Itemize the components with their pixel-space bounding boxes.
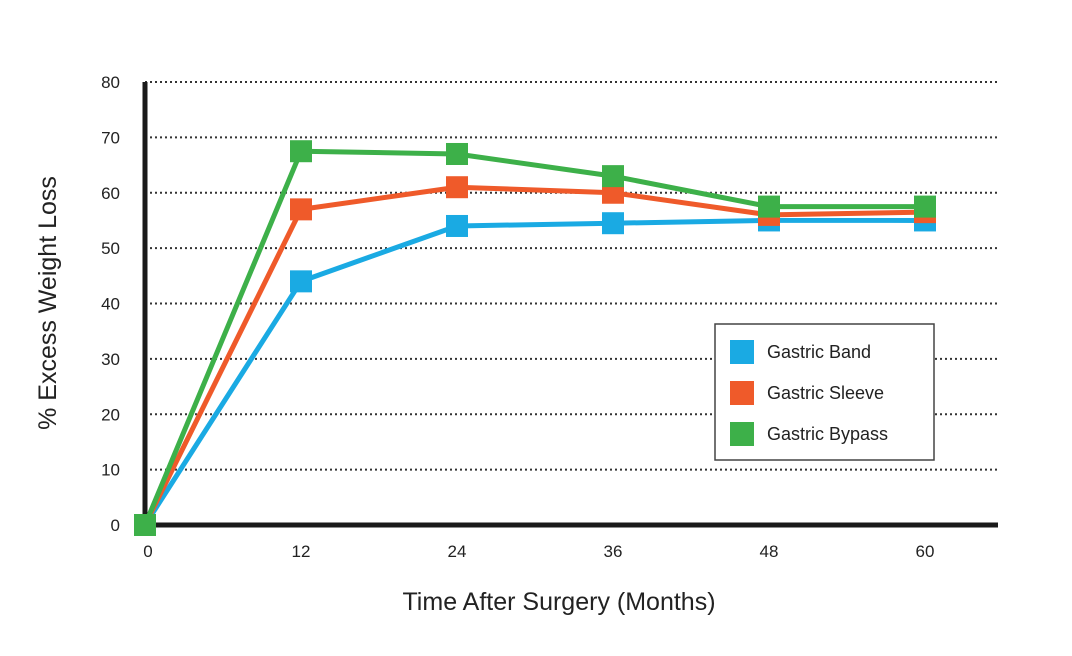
series-markers — [134, 140, 936, 536]
series-line-gastric-bypass — [142, 148, 925, 526]
point-gastric-sleeve — [446, 176, 468, 199]
point-gastric-bypass — [914, 195, 936, 218]
legend: Gastric Band Gastric Sleeve Gastric Bypa… — [714, 323, 935, 461]
point-gastric-band — [290, 270, 312, 293]
y-tick-label: 60 — [101, 184, 120, 203]
y-tick-label: 40 — [101, 295, 120, 314]
axes — [142, 82, 998, 528]
x-tick-label: 48 — [760, 542, 779, 561]
x-tick-label: 60 — [916, 542, 935, 561]
x-tick-label: 12 — [292, 542, 311, 561]
point-gastric-band — [602, 212, 624, 235]
point-gastric-bypass — [758, 195, 780, 218]
legend-swatch-gastric-sleeve — [730, 381, 754, 405]
legend-swatch-gastric-bypass — [730, 422, 754, 446]
y-tick-labels: 0 10 20 30 40 50 60 70 80 — [101, 73, 120, 535]
x-tick-label: 36 — [604, 542, 623, 561]
legend-label-gastric-sleeve: Gastric Sleeve — [767, 383, 884, 403]
y-tick-label: 0 — [111, 516, 120, 535]
legend-label-gastric-band: Gastric Band — [767, 342, 871, 362]
point-gastric-sleeve — [602, 181, 624, 204]
x-tick-labels: 0 12 24 36 48 60 — [143, 542, 934, 561]
series-line-gastric-sleeve — [142, 184, 926, 527]
y-tick-label: 50 — [101, 239, 120, 258]
point-gastric-bypass — [602, 165, 624, 188]
x-tick-label: 24 — [448, 542, 467, 561]
legend-swatch-gastric-band — [730, 340, 754, 364]
y-tick-label: 20 — [101, 405, 120, 424]
series-line-gastric-band — [142, 217, 925, 527]
y-tick-label: 70 — [101, 128, 120, 147]
y-axis-title: % Excess Weight Loss — [34, 176, 62, 430]
point-gastric-bypass — [446, 142, 468, 165]
point-gastric-bypass — [134, 514, 156, 536]
series-lines — [142, 148, 926, 527]
x-tick-label: 0 — [143, 542, 152, 561]
point-gastric-bypass — [290, 140, 312, 163]
x-axis-title: Time After Surgery (Months) — [402, 588, 715, 616]
point-gastric-sleeve — [290, 198, 312, 221]
y-tick-label: 10 — [101, 461, 120, 480]
y-tick-label: 30 — [101, 350, 120, 369]
point-gastric-band — [446, 214, 468, 237]
y-tick-label: 80 — [101, 73, 120, 92]
legend-label-gastric-bypass: Gastric Bypass — [767, 424, 888, 444]
